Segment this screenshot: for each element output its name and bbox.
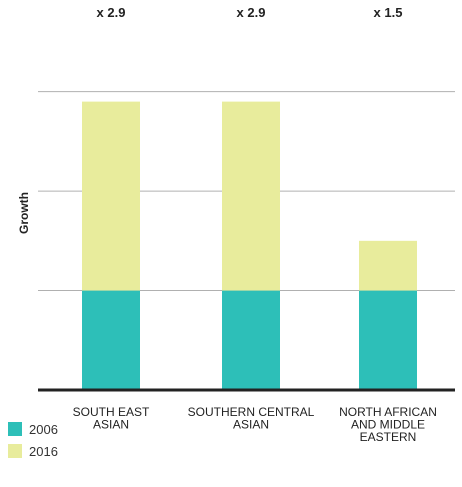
category-label-3: NORTH AFRICAN AND MIDDLE EASTERN xyxy=(339,405,437,444)
bar-2016-2 xyxy=(222,101,280,291)
legend-label-2016: 2016 xyxy=(29,443,58,459)
legend-item-2016: 2016 xyxy=(8,442,58,460)
bar-2006-2 xyxy=(222,290,280,390)
bar-2016-3 xyxy=(359,240,417,291)
category-label-2: SOUTHERN CENTRAL ASIAN xyxy=(188,405,315,432)
bar-2006-3 xyxy=(359,290,417,390)
category-label-1: SOUTH EAST ASIAN xyxy=(73,405,150,432)
growth-annotation-2: x 2.9 xyxy=(237,5,266,20)
bar-2006-1 xyxy=(82,290,140,390)
legend-label-2006: 2006 xyxy=(29,421,58,437)
legend-swatch-2006 xyxy=(8,422,22,436)
legend-item-2006: 2006 xyxy=(8,420,58,438)
growth-annotation-3: x 1.5 xyxy=(374,5,403,20)
bar-2016-1 xyxy=(82,101,140,291)
bars xyxy=(38,101,455,392)
growth-annotation-1: x 2.9 xyxy=(97,5,126,20)
growth-annotations: x 2.9 x 2.9 x 1.5 xyxy=(97,5,403,20)
legend: 2006 2016 xyxy=(8,420,58,464)
category-labels: SOUTH EAST ASIAN SOUTHERN CENTRAL ASIAN NORT… xyxy=(73,405,437,444)
y-axis-label: Growth xyxy=(17,192,31,234)
legend-swatch-2016 xyxy=(8,444,22,458)
